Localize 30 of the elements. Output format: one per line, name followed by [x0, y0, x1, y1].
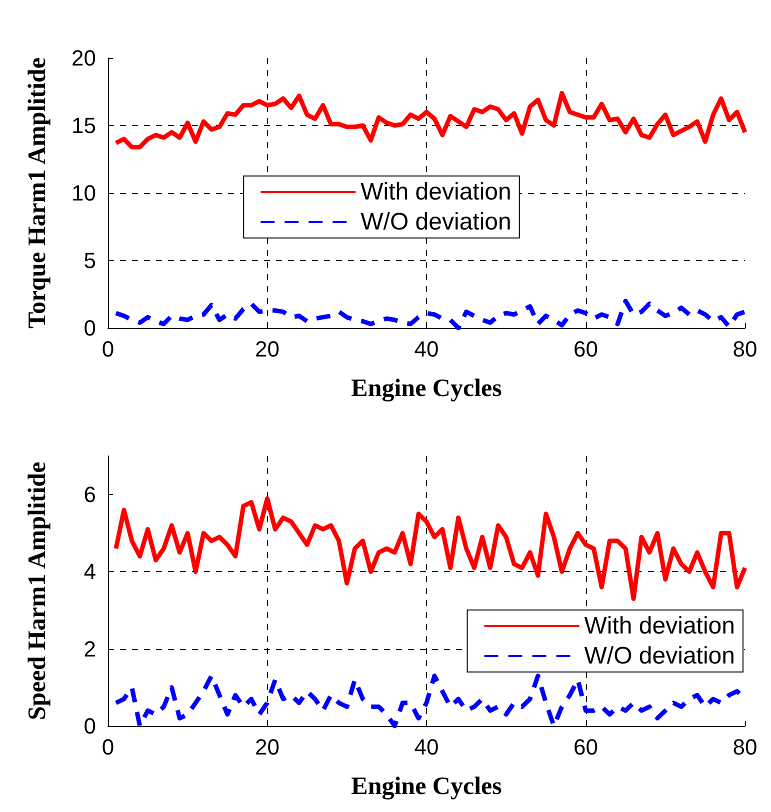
y-axis-title: Torque Harm1 Amplitide: [24, 58, 51, 328]
x-tick-label: 0: [102, 336, 114, 362]
y-tick-label: 5: [84, 248, 96, 273]
y-tick-label: 4: [84, 559, 96, 584]
x-tick-label: 0: [102, 734, 114, 760]
x-tick-label: 20: [255, 734, 280, 760]
y-tick-label: 20: [72, 46, 96, 70]
x-tick-label: 60: [574, 336, 598, 362]
x-tick-label: 80: [732, 336, 758, 362]
y-axis-title: Speed Harm1 Amplitide: [24, 462, 51, 720]
line-series: [114, 496, 748, 601]
y-tick-label: 10: [72, 180, 96, 206]
y-tick-label: 2: [84, 636, 96, 662]
x-axis-title: Engine Cycles: [351, 773, 502, 800]
legend-label: With deviation: [584, 612, 736, 640]
legend-label: W/O deviation: [584, 642, 735, 670]
y-tick-label: 0: [84, 714, 96, 738]
y-tick-label: 6: [84, 482, 96, 508]
x-tick-label: 40: [414, 734, 439, 760]
line-series: [114, 298, 748, 330]
y-tick-label: 15: [72, 113, 96, 138]
x-tick-label: 20: [255, 336, 280, 362]
y-tick-label: 0: [84, 316, 96, 340]
x-axis-title: Engine Cycles: [351, 375, 502, 402]
legend-label: W/O deviation: [360, 208, 512, 236]
x-tick-label: 40: [414, 336, 439, 362]
x-tick-label: 60: [574, 734, 598, 760]
line-series: [114, 90, 748, 150]
legend-label: With deviation: [360, 178, 512, 206]
x-tick-label: 80: [732, 734, 758, 760]
